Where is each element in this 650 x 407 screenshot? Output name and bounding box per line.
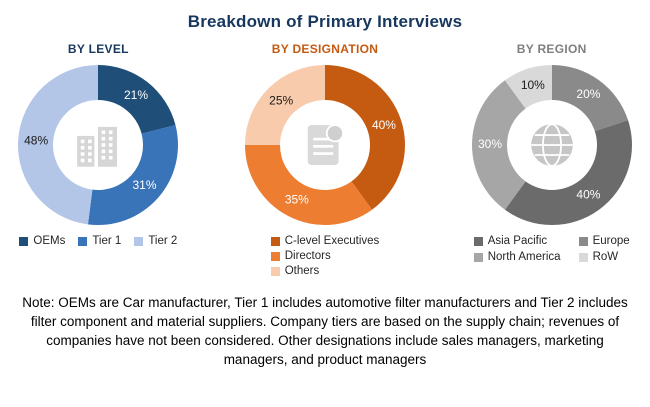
- footnote: Note: OEMs are Car manufacturer, Tier 1 …: [22, 295, 628, 368]
- legend-label: Europe: [592, 235, 630, 247]
- donut-canvas-by-level: 21% 31% 48%: [15, 62, 181, 228]
- legend-label: Asia Pacific: [487, 235, 548, 247]
- donut-by-region: 20% 40% 30% 10%: [469, 62, 635, 228]
- legend-item-europe: Europe: [578, 235, 630, 247]
- legend-swatch: [270, 236, 280, 246]
- slice-value-label: 25%: [269, 93, 293, 107]
- legend-swatch: [578, 236, 588, 246]
- legend-item-directors: Directors: [270, 250, 331, 262]
- legend-item-c-level-executives: C-level Executives: [270, 235, 380, 247]
- legend-swatch: [134, 236, 144, 246]
- legend-item-asia-pacific: Asia Pacific: [473, 235, 561, 247]
- document-icon: [296, 116, 354, 174]
- donut-slice-oems: [98, 65, 176, 134]
- legend-item-north-america: North America: [473, 251, 561, 263]
- legend-item-oems: OEMs: [19, 235, 65, 247]
- legend-label: C-level Executives: [284, 235, 380, 247]
- legend-label: Tier 2: [148, 235, 178, 247]
- legend-swatch: [19, 236, 29, 246]
- donut-canvas-by-designation: 40% 35% 25%: [242, 62, 408, 228]
- legend-by-designation: C-level Executives Directors Others: [270, 235, 380, 277]
- legend-item-row: RoW: [578, 251, 630, 263]
- slice-value-label: 31%: [133, 178, 157, 192]
- legend-label: Tier 1: [92, 235, 122, 247]
- donut-by-designation: 40% 35% 25%: [242, 62, 408, 228]
- slice-value-label: 21%: [124, 88, 148, 102]
- slice-value-label: 20%: [576, 87, 600, 101]
- legend-label: Others: [284, 265, 320, 277]
- page-title: Breakdown of Primary Interviews: [187, 12, 463, 31]
- slice-value-label: 10%: [520, 78, 544, 92]
- slice-value-label: 48%: [24, 133, 48, 147]
- chart-title-by-level: BY LEVEL: [67, 42, 129, 56]
- legend-by-level: OEMs Tier 1 Tier 2: [19, 235, 177, 247]
- legend-by-region: Asia Pacific Europe North America RoW: [473, 235, 630, 263]
- legend-item-tier-2: Tier 2: [134, 235, 177, 247]
- donut-by-level: 21% 31% 48%: [15, 62, 181, 228]
- legend-label: North America: [487, 251, 561, 263]
- donut-slice-directors: [245, 145, 373, 226]
- legend-item-tier-1: Tier 1: [78, 235, 121, 247]
- chart-by-level: BY LEVEL 21% 31% 48%: [0, 42, 197, 277]
- legend-swatch: [578, 252, 588, 262]
- slice-value-label: 40%: [372, 118, 396, 132]
- chart-title-by-designation: BY DESIGNATION: [271, 42, 379, 56]
- legend-label: Directors: [284, 250, 331, 262]
- donut-slice-c-level-executives: [325, 65, 405, 210]
- slice-value-label: 30%: [478, 137, 502, 151]
- chart-by-region: BY REGION 20% 40% 30% 10% Asia Pacif: [453, 42, 650, 277]
- legend-swatch: [78, 236, 88, 246]
- donut-slice-tier-2: [18, 64, 99, 225]
- slice-value-label: 40%: [576, 187, 600, 201]
- legend-swatch: [473, 252, 483, 262]
- charts-row: BY LEVEL 21% 31% 48%: [0, 42, 650, 277]
- donut-slice-asia-pacific: [504, 120, 632, 225]
- chart-title-by-region: BY REGION: [516, 42, 587, 56]
- donut-slice-others: [245, 65, 325, 145]
- globe-icon: [523, 116, 581, 174]
- donut-slice-europe: [551, 65, 628, 132]
- donut-slice-north-america: [471, 80, 526, 210]
- legend-label: OEMs: [33, 235, 66, 247]
- donut-slice-tier-1: [88, 125, 179, 225]
- chart-by-designation: BY DESIGNATION 40% 35% 25% C-level Ex: [227, 42, 424, 277]
- legend-swatch: [473, 236, 483, 246]
- legend-swatch: [270, 266, 280, 276]
- legend-label: RoW: [592, 251, 619, 263]
- slice-value-label: 35%: [285, 192, 309, 206]
- donut-slice-row: [504, 65, 552, 109]
- building-icon: [69, 116, 127, 174]
- legend-item-others: Others: [270, 265, 320, 277]
- legend-swatch: [270, 251, 280, 261]
- donut-canvas-by-region: 20% 40% 30% 10%: [469, 62, 635, 228]
